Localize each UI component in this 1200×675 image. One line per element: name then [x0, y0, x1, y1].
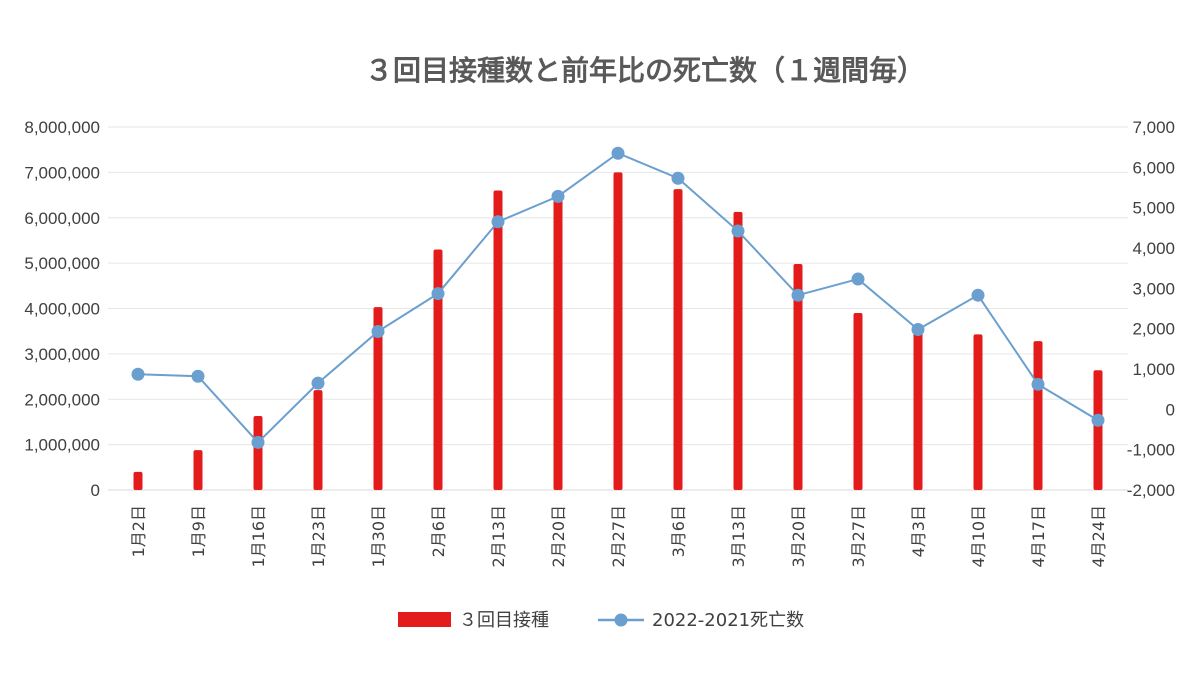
chart-title: ３回目接種数と前年比の死亡数（１週間毎）: [365, 54, 925, 87]
left-y-tick-label: 0: [91, 481, 100, 500]
line-point: [911, 322, 925, 336]
line-point: [611, 146, 625, 160]
line-point: [671, 171, 685, 185]
x-tick-label: 1月2日: [129, 505, 148, 557]
left-y-tick-label: 4,000,000: [24, 300, 100, 319]
bar: [193, 450, 203, 490]
right-y-tick-label: 6,000: [1132, 158, 1175, 177]
right-y-tick-label: 3,000: [1132, 279, 1175, 298]
bar: [553, 195, 563, 490]
x-tick-label: 3月27日: [849, 505, 868, 568]
left-y-tick-label: 5,000,000: [24, 254, 100, 273]
line-point: [371, 324, 385, 338]
x-tick-label: 3月6日: [669, 505, 688, 557]
line-point: [971, 288, 985, 302]
left-y-tick-label: 1,000,000: [24, 436, 100, 455]
line-point: [1031, 377, 1045, 391]
bar: [853, 313, 863, 490]
line-point: [851, 272, 865, 286]
x-tick-label: 2月13日: [489, 505, 508, 568]
left-axis: 0 1,000,000 2,000,000 3,000,000 4,000,000 5,0…: [24, 118, 100, 500]
left-y-tick-label: 7,000,000: [24, 163, 100, 182]
x-tick-label: 3月13日: [729, 505, 748, 568]
bar-series: [133, 172, 1103, 490]
x-tick-label: 4月17日: [1029, 505, 1048, 568]
bar: [673, 189, 683, 490]
bar: [373, 307, 383, 490]
x-tick-label: 2月6日: [429, 505, 448, 557]
left-y-tick-label: 2,000,000: [24, 390, 100, 409]
left-y-tick-label: 3,000,000: [24, 345, 100, 364]
bar: [433, 249, 443, 490]
x-tick-label: 2月27日: [609, 505, 628, 568]
legend-marker: [614, 613, 628, 627]
line-point: [1091, 413, 1105, 427]
left-y-tick-label: 6,000,000: [24, 209, 100, 228]
legend: ３回目接種 2022-2021死亡数: [398, 610, 804, 631]
line-point: [551, 189, 565, 203]
legend-bar-swatch: [398, 612, 451, 627]
bar: [133, 471, 143, 490]
line-point: [131, 367, 145, 381]
bar: [1093, 370, 1103, 490]
line-point: [791, 288, 805, 302]
bar: [1033, 341, 1043, 490]
bar: [613, 172, 623, 490]
x-tick-label: 1月30日: [369, 505, 388, 568]
x-tick-label: 3月20日: [789, 505, 808, 568]
x-tick-label: 2月20日: [549, 505, 568, 568]
bar: [973, 334, 983, 490]
right-y-tick-label: -1,000: [1127, 441, 1175, 460]
x-tick-label: 1月9日: [189, 505, 208, 557]
right-y-tick-label: 2,000: [1132, 320, 1175, 339]
x-tick-label: 1月23日: [309, 505, 328, 568]
bar: [733, 211, 743, 490]
x-tick-label: 1月16日: [249, 505, 268, 568]
line-series: [131, 146, 1105, 449]
right-y-tick-label: 1,000: [1132, 360, 1175, 379]
line-point: [431, 287, 445, 301]
bar: [313, 390, 323, 490]
right-y-tick-label: 0: [1166, 400, 1175, 419]
right-y-tick-label: 7,000: [1132, 118, 1175, 137]
right-y-tick-label: 5,000: [1132, 199, 1175, 218]
line-point: [191, 369, 205, 383]
bar: [793, 264, 803, 490]
legend-bar-label: ３回目接種: [459, 610, 549, 631]
right-axis: -2,000 -1,000 0 1,000 2,000 3,000 4,000 5,000 6,…: [1127, 118, 1175, 500]
bar: [913, 325, 923, 490]
bar: [253, 416, 263, 490]
bar: [493, 190, 503, 490]
left-y-tick-label: 8,000,000: [24, 118, 100, 137]
x-axis: 1月2日 1月9日 1月16日 1月23日 1月30日 2月6日 2月13日 2月20日 2月2…: [129, 505, 1108, 568]
x-tick-label: 4月10日: [969, 505, 988, 568]
line-point: [491, 215, 505, 229]
x-tick-label: 4月3日: [909, 505, 928, 557]
x-tick-label: 4月24日: [1089, 505, 1108, 568]
right-y-tick-label: 4,000: [1132, 239, 1175, 258]
right-y-tick-label: -2,000: [1127, 481, 1175, 500]
line-point: [251, 435, 265, 449]
legend-line-label: 2022-2021死亡数: [652, 610, 804, 631]
line-point: [731, 224, 745, 238]
line-point: [311, 376, 325, 390]
